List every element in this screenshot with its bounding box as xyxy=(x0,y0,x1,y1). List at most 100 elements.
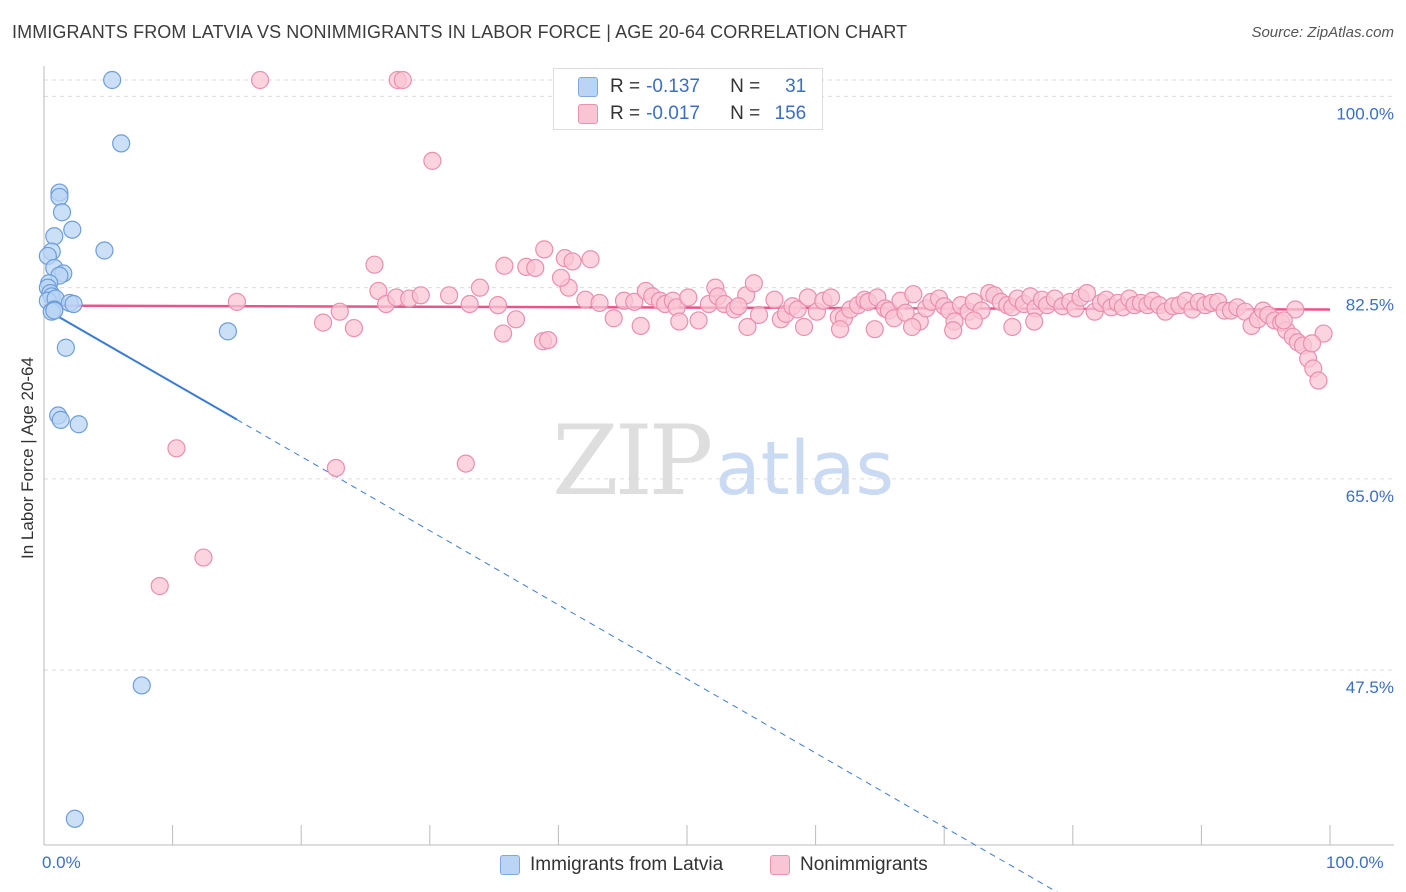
nonimmigrant-point xyxy=(194,548,213,567)
latvia-series xyxy=(38,70,237,828)
nonimmigrant-point xyxy=(423,151,442,170)
latvia-point xyxy=(132,676,151,695)
nonimmigrant-point xyxy=(539,331,558,350)
latvia-point xyxy=(45,301,64,320)
nonimmigrants-legend-label: Nonimmigrants xyxy=(800,854,928,875)
nonimmigrant-point xyxy=(313,313,333,332)
x-tick-label-max: 100.0% xyxy=(1326,853,1384,872)
y-axis-title: In Labor Force | Age 20-64 xyxy=(18,357,37,559)
watermark-zip: ZIP xyxy=(552,405,713,517)
y-tick-labels: 100.0% 82.5% 65.0% 47.5% xyxy=(1336,104,1394,697)
nonimmigrant-point xyxy=(581,250,600,269)
stats-legend: R = -0.137 N = 31 R = -0.017 N = 156 xyxy=(553,68,823,130)
latvia-point xyxy=(112,134,131,153)
nonimmigrant-point xyxy=(1302,334,1322,353)
grid-lines xyxy=(44,79,1394,671)
nonimmigrant-point xyxy=(460,294,479,314)
nonimmigrant-point xyxy=(821,288,841,307)
legend-row-latvia: R = -0.137 N = 31 xyxy=(578,75,806,99)
nonimmigrant-point xyxy=(1314,324,1333,343)
nonimmigrant-point xyxy=(506,310,526,329)
n-value: 31 xyxy=(785,76,807,97)
nonimmigrant-point xyxy=(590,293,609,313)
nonimmigrant-point xyxy=(150,576,169,596)
nonimmigrant-point xyxy=(964,311,983,330)
latvia-swatch xyxy=(578,77,598,97)
r-value: -0.017 xyxy=(646,103,700,124)
zipatlas-watermark: ZIPatlas xyxy=(552,405,894,517)
watermark-atlas: atlas xyxy=(715,426,895,512)
x-tick-label-min: 0.0% xyxy=(42,853,81,872)
nonimmigrant-point xyxy=(456,454,475,473)
nonimmigrant-point xyxy=(227,292,246,311)
latvia-trend-line xyxy=(43,307,238,421)
nonimmigrant-point xyxy=(495,256,514,275)
nonimmigrant-point xyxy=(865,320,884,339)
n-label: N = xyxy=(730,76,761,97)
nonimmigrant-point xyxy=(744,274,763,293)
latvia-trend-extension xyxy=(236,419,1058,892)
nonimmigrant-point xyxy=(167,439,186,458)
nonimmigrant-point xyxy=(365,255,384,274)
nonimmigrant-point xyxy=(1003,317,1022,337)
nonimmigrant-point xyxy=(1025,312,1044,331)
nonimmigrant-point xyxy=(1309,371,1328,390)
latvia-point xyxy=(64,294,83,314)
nonimmigrant-point xyxy=(749,305,769,325)
n-label: N = xyxy=(730,103,761,124)
nonimmigrant-point xyxy=(904,285,923,304)
nonimmigrant-point xyxy=(738,317,757,337)
r-value: -0.137 xyxy=(646,76,700,97)
trend-lines xyxy=(43,304,1331,892)
nonimmigrant-point xyxy=(330,302,349,321)
nonimmigrant-point xyxy=(689,311,708,330)
y-tick-label: 100.0% xyxy=(1336,104,1394,123)
nonimmigrant-point xyxy=(679,288,698,307)
n-value: 156 xyxy=(774,103,807,124)
nonimmigrant-point xyxy=(794,317,814,337)
nonimmigrant-point xyxy=(944,321,963,340)
nonimmigrant-point xyxy=(830,320,850,339)
nonimmigrant-point xyxy=(604,309,623,328)
nonimmigrant-point xyxy=(788,300,807,319)
latvia-legend-swatch xyxy=(500,855,520,875)
nonimmigrant-point xyxy=(439,286,459,305)
latvia-point xyxy=(51,410,70,429)
nonimmigrant-point xyxy=(250,70,270,90)
latvia-point xyxy=(52,203,72,222)
nonimmigrants-series xyxy=(150,70,1333,596)
r-label: R = xyxy=(610,76,641,97)
chart-title: IMMIGRANTS FROM LATVIA VS NONIMMIGRANTS … xyxy=(12,22,908,42)
nonimmigrant-point xyxy=(470,278,490,297)
r-label: R = xyxy=(610,103,641,124)
nonimmigrant-point xyxy=(1077,284,1097,303)
nonimmigrant-point xyxy=(535,240,554,259)
nonimmigrants-legend-swatch xyxy=(770,855,790,875)
latvia-point xyxy=(63,220,82,239)
nonimmigrant-point xyxy=(393,70,412,90)
legend-item-latvia[interactable]: Immigrants from Latvia xyxy=(500,852,723,878)
latvia-point xyxy=(95,241,114,260)
nonimmigrant-point xyxy=(625,292,644,311)
latvia-point xyxy=(103,70,122,90)
nonimmigrant-point xyxy=(1274,311,1293,330)
nonimmigrant-point xyxy=(344,318,364,338)
nonimmigrant-point xyxy=(1286,300,1305,319)
legend-row-nonimmigrants: R = -0.017 N = 156 xyxy=(578,102,806,126)
axes xyxy=(43,66,1394,846)
latvia-point xyxy=(65,809,84,828)
nonimmigrant-point xyxy=(494,324,513,343)
nonimmigrant-point xyxy=(670,312,689,331)
nonimmigrant-point xyxy=(411,286,430,305)
nonimmigrant-point xyxy=(326,458,346,478)
series-legend: Immigrants from Latvia Nonimmigrants xyxy=(0,852,1406,878)
latvia-point xyxy=(56,338,75,357)
nonimmigrant-point xyxy=(563,252,582,271)
y-tick-label: 82.5% xyxy=(1346,296,1394,315)
legend-item-nonimmigrants[interactable]: Nonimmigrants xyxy=(770,852,928,878)
nonimmigrants-swatch xyxy=(578,104,598,124)
latvia-point xyxy=(45,227,64,246)
latvia-legend-label: Immigrants from Latvia xyxy=(530,854,724,875)
chart-source: Source: ZipAtlas.com xyxy=(1251,24,1394,41)
